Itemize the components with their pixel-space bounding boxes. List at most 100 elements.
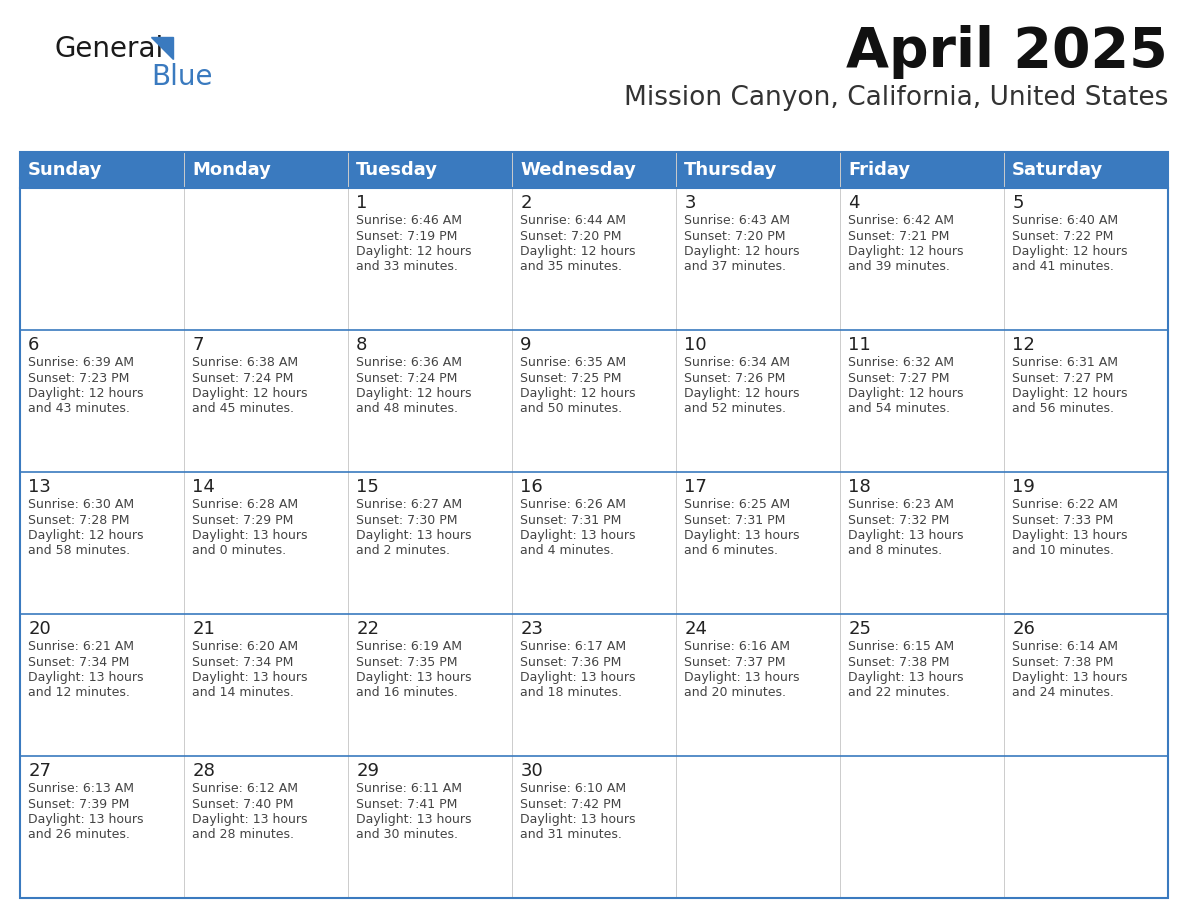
Text: Sunset: 7:20 PM: Sunset: 7:20 PM [520, 230, 621, 242]
Text: 2: 2 [520, 194, 532, 212]
Text: 18: 18 [848, 478, 871, 496]
Text: Daylight: 12 hours: Daylight: 12 hours [520, 245, 636, 258]
Text: and 0 minutes.: and 0 minutes. [192, 544, 286, 557]
Bar [20, 614, 1168, 756]
Text: Thursday: Thursday [684, 161, 778, 179]
Text: Sunrise: 6:12 AM: Sunrise: 6:12 AM [192, 782, 298, 795]
Polygon shape [151, 37, 173, 59]
Text: Wednesday: Wednesday [520, 161, 636, 179]
Text: 23: 23 [520, 620, 543, 638]
Text: Sunset: 7:30 PM: Sunset: 7:30 PM [356, 513, 457, 527]
Bar [512, 152, 676, 188]
Text: Sunset: 7:34 PM: Sunset: 7:34 PM [29, 655, 129, 668]
Text: Sunset: 7:22 PM: Sunset: 7:22 PM [1012, 230, 1113, 242]
Text: Daylight: 13 hours: Daylight: 13 hours [848, 529, 963, 542]
Text: Sunrise: 6:22 AM: Sunrise: 6:22 AM [1012, 498, 1118, 511]
Text: Sunrise: 6:32 AM: Sunrise: 6:32 AM [848, 356, 954, 369]
Text: and 45 minutes.: and 45 minutes. [192, 402, 295, 416]
Text: Daylight: 13 hours: Daylight: 13 hours [192, 529, 308, 542]
Text: Daylight: 12 hours: Daylight: 12 hours [684, 387, 800, 400]
Text: Sunset: 7:33 PM: Sunset: 7:33 PM [1012, 513, 1113, 527]
Text: and 8 minutes.: and 8 minutes. [848, 544, 942, 557]
Text: Daylight: 13 hours: Daylight: 13 hours [356, 529, 472, 542]
Text: Sunrise: 6:39 AM: Sunrise: 6:39 AM [29, 356, 134, 369]
Text: Sunrise: 6:23 AM: Sunrise: 6:23 AM [848, 498, 954, 511]
Text: Daylight: 12 hours: Daylight: 12 hours [1012, 387, 1127, 400]
Text: Daylight: 12 hours: Daylight: 12 hours [29, 529, 144, 542]
Text: April 2025: April 2025 [846, 25, 1168, 79]
Text: 15: 15 [356, 478, 379, 496]
Text: Sunrise: 6:20 AM: Sunrise: 6:20 AM [192, 640, 298, 653]
Text: Sunrise: 6:28 AM: Sunrise: 6:28 AM [192, 498, 298, 511]
Text: Daylight: 13 hours: Daylight: 13 hours [29, 671, 144, 684]
Bar [676, 152, 840, 188]
Text: Daylight: 12 hours: Daylight: 12 hours [848, 387, 963, 400]
Text: 12: 12 [1012, 336, 1035, 354]
Text: and 20 minutes.: and 20 minutes. [684, 687, 786, 700]
Text: Mission Canyon, California, United States: Mission Canyon, California, United State… [624, 85, 1168, 111]
Text: and 37 minutes.: and 37 minutes. [684, 261, 786, 274]
Text: Sunset: 7:28 PM: Sunset: 7:28 PM [29, 513, 129, 527]
Text: Daylight: 13 hours: Daylight: 13 hours [520, 813, 636, 826]
Text: Sunrise: 6:40 AM: Sunrise: 6:40 AM [1012, 214, 1118, 227]
Text: Sunset: 7:38 PM: Sunset: 7:38 PM [848, 655, 949, 668]
Text: Blue: Blue [151, 63, 213, 91]
Bar [20, 152, 184, 188]
Text: Sunday: Sunday [29, 161, 102, 179]
Text: Sunrise: 6:26 AM: Sunrise: 6:26 AM [520, 498, 626, 511]
Text: 26: 26 [1012, 620, 1035, 638]
Text: 4: 4 [848, 194, 860, 212]
Text: Sunrise: 6:21 AM: Sunrise: 6:21 AM [29, 640, 134, 653]
Text: and 30 minutes.: and 30 minutes. [356, 829, 459, 842]
Text: Sunrise: 6:19 AM: Sunrise: 6:19 AM [356, 640, 462, 653]
Text: Saturday: Saturday [1012, 161, 1104, 179]
Bar [1004, 152, 1168, 188]
Bar [184, 152, 348, 188]
Text: and 31 minutes.: and 31 minutes. [520, 829, 623, 842]
Bar [20, 330, 1168, 472]
Text: 11: 11 [848, 336, 871, 354]
Text: and 50 minutes.: and 50 minutes. [520, 402, 623, 416]
Text: and 18 minutes.: and 18 minutes. [520, 687, 623, 700]
Text: and 54 minutes.: and 54 minutes. [848, 402, 950, 416]
Text: Daylight: 13 hours: Daylight: 13 hours [520, 529, 636, 542]
Text: Sunset: 7:25 PM: Sunset: 7:25 PM [520, 372, 621, 385]
Text: Sunrise: 6:38 AM: Sunrise: 6:38 AM [192, 356, 298, 369]
Text: 25: 25 [848, 620, 871, 638]
Text: Sunrise: 6:42 AM: Sunrise: 6:42 AM [848, 214, 954, 227]
Text: 6: 6 [29, 336, 39, 354]
Text: Sunrise: 6:46 AM: Sunrise: 6:46 AM [356, 214, 462, 227]
Text: Sunset: 7:36 PM: Sunset: 7:36 PM [520, 655, 621, 668]
Text: 30: 30 [520, 762, 543, 780]
Text: and 58 minutes.: and 58 minutes. [29, 544, 131, 557]
Text: Daylight: 13 hours: Daylight: 13 hours [356, 813, 472, 826]
Text: Sunrise: 6:36 AM: Sunrise: 6:36 AM [356, 356, 462, 369]
Text: and 33 minutes.: and 33 minutes. [356, 261, 459, 274]
Text: and 56 minutes.: and 56 minutes. [1012, 402, 1114, 416]
Text: 1: 1 [356, 194, 367, 212]
Text: Sunrise: 6:11 AM: Sunrise: 6:11 AM [356, 782, 462, 795]
Text: Sunset: 7:24 PM: Sunset: 7:24 PM [356, 372, 457, 385]
Text: 20: 20 [29, 620, 51, 638]
Text: and 24 minutes.: and 24 minutes. [1012, 687, 1114, 700]
Text: Daylight: 12 hours: Daylight: 12 hours [1012, 245, 1127, 258]
Text: Sunset: 7:29 PM: Sunset: 7:29 PM [192, 513, 293, 527]
Text: Sunrise: 6:14 AM: Sunrise: 6:14 AM [1012, 640, 1118, 653]
Text: 9: 9 [520, 336, 532, 354]
Text: Sunset: 7:23 PM: Sunset: 7:23 PM [29, 372, 129, 385]
Text: Daylight: 13 hours: Daylight: 13 hours [1012, 529, 1127, 542]
Text: Daylight: 12 hours: Daylight: 12 hours [192, 387, 308, 400]
Text: 29: 29 [356, 762, 379, 780]
Text: 24: 24 [684, 620, 707, 638]
Text: Sunrise: 6:35 AM: Sunrise: 6:35 AM [520, 356, 626, 369]
Text: Sunrise: 6:17 AM: Sunrise: 6:17 AM [520, 640, 626, 653]
Text: 21: 21 [192, 620, 215, 638]
Text: 27: 27 [29, 762, 51, 780]
Text: Sunset: 7:27 PM: Sunset: 7:27 PM [848, 372, 949, 385]
Text: and 6 minutes.: and 6 minutes. [684, 544, 778, 557]
Text: Sunset: 7:40 PM: Sunset: 7:40 PM [192, 798, 293, 811]
Text: and 48 minutes.: and 48 minutes. [356, 402, 459, 416]
Text: Sunset: 7:37 PM: Sunset: 7:37 PM [684, 655, 785, 668]
Text: Sunrise: 6:25 AM: Sunrise: 6:25 AM [684, 498, 790, 511]
Bar [840, 152, 1004, 188]
